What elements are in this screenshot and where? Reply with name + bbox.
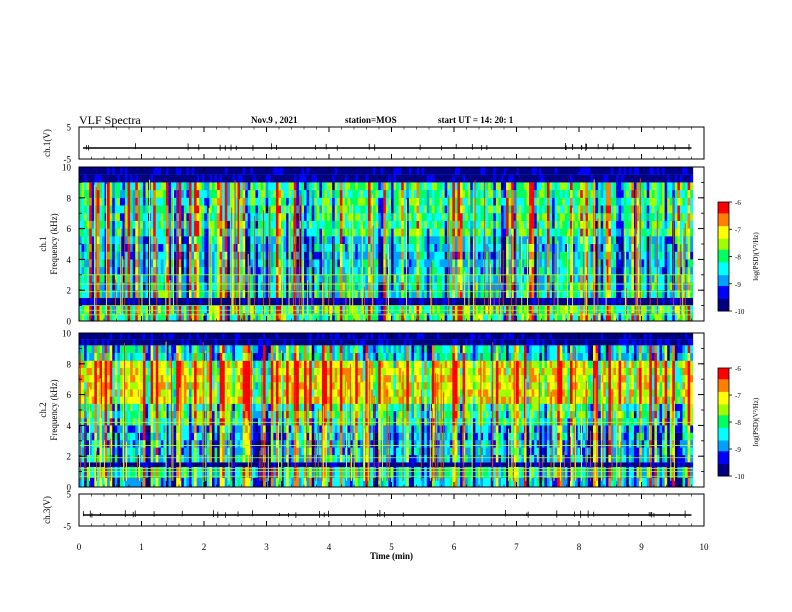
y-tick-label: 8	[67, 193, 72, 203]
colorbar-tick-label: -7	[735, 226, 741, 234]
y-axis-label: ch.1	[38, 236, 48, 251]
y-tick-label: 6	[67, 224, 72, 234]
colorbar-tick-label: -6	[735, 365, 741, 373]
colorbar-label: log(PSD)(V²/Hz)	[752, 397, 760, 446]
x-tick-label: 0	[77, 542, 82, 552]
y-axis-label: Frequency (kHz)	[49, 213, 59, 274]
colorbar-tick-label: -9	[735, 281, 741, 289]
x-tick-label: 8	[577, 542, 582, 552]
x-tick-label: 7	[514, 542, 519, 552]
start-ut-label: start UT = 14: 20: 1	[438, 115, 514, 125]
x-tick-label: 9	[639, 542, 644, 552]
y-tick-label: 2	[67, 286, 72, 296]
colorbar-tick-label: -9	[735, 446, 741, 454]
ch1-colorbar: -6 -7 -8 -9 -10 log(PSD)(V²/Hz)	[717, 199, 760, 316]
y-tick-label: 0	[67, 483, 72, 493]
y-axis-label: ch.2	[38, 402, 48, 417]
colorbar-tick-label: -6	[735, 199, 741, 207]
y-axis-label: ch.1(V)	[42, 129, 52, 157]
colorbar-tick-label: -8	[735, 254, 741, 262]
colorbar-tick-label: -10	[735, 308, 745, 316]
y-tick-label: 6	[67, 390, 72, 400]
y-tick-label: 2	[67, 452, 72, 462]
ch2-spectrogram	[78, 332, 705, 488]
ch1-waveform-frame	[78, 126, 705, 160]
ch2-colorbar: -6 -7 -8 -9 -10 log(PSD)(V²/Hz)	[717, 365, 760, 481]
y-tick-label: 10	[62, 329, 72, 339]
x-axis-label: Time (min)	[370, 551, 413, 561]
y-axis-label: Frequency (kHz)	[49, 379, 59, 440]
figure-title: VLF Spectra	[79, 113, 141, 127]
y-tick-label: -5	[64, 155, 72, 165]
y-axis-label: ch.3(V)	[42, 496, 52, 524]
y-tick-label: 5	[67, 123, 72, 133]
x-tick-label: 1	[139, 542, 144, 552]
date-label: Nov.9 , 2021	[251, 115, 298, 125]
y-tick-label: 5	[67, 490, 72, 500]
station-label: station=MOS	[345, 115, 397, 125]
y-tick-label: 4	[67, 255, 72, 265]
y-tick-label: 4	[67, 421, 72, 431]
y-tick-label: 8	[67, 359, 72, 369]
y-tick-label: 0	[67, 317, 72, 327]
x-tick-label: 6	[452, 542, 457, 552]
y-tick-label: -5	[64, 522, 72, 532]
x-tick-label: 4	[327, 542, 332, 552]
ch1-spectrogram	[78, 166, 705, 322]
x-tick-label: 3	[264, 542, 269, 552]
y-tick-label: 10	[62, 163, 72, 173]
colorbar-label: log(PSD)(V²/Hz)	[752, 232, 760, 281]
colorbar-tick-label: -10	[735, 473, 745, 481]
ch1-waveform	[78, 126, 705, 160]
colorbar-tick-label: -7	[735, 392, 741, 400]
x-tick-label: 2	[202, 542, 207, 552]
x-tick-label: 5	[389, 542, 394, 552]
x-tick-label: 10	[700, 542, 710, 552]
colorbar-tick-label: -8	[735, 419, 741, 427]
